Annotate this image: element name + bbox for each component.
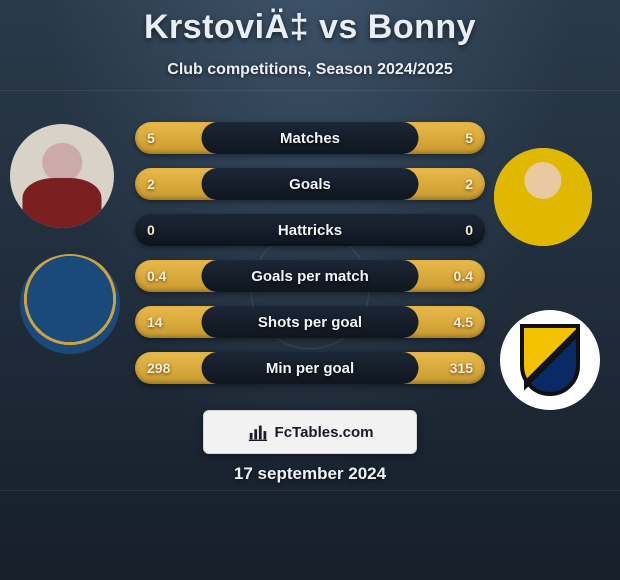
stat-value-right: 0.4 <box>454 260 473 292</box>
player-right-silhouette <box>494 148 592 246</box>
stat-label: Shots per goal <box>135 306 485 338</box>
player-left-silhouette <box>10 124 114 228</box>
stat-value-right: 4.5 <box>454 306 473 338</box>
infographic-date: 17 september 2024 <box>0 464 620 484</box>
player-left-photo <box>10 124 114 228</box>
stat-value-right: 2 <box>465 168 473 200</box>
stat-label: Hattricks <box>135 214 485 246</box>
chart-bar-icon <box>247 421 269 443</box>
stat-row: 2Goals2 <box>135 168 485 200</box>
stat-row: 0.4Goals per match0.4 <box>135 260 485 292</box>
parma-shield-icon <box>520 324 580 396</box>
stat-value-right: 5 <box>465 122 473 154</box>
content-root: KrstoviÄ‡ vs Bonny Club competitions, Se… <box>0 0 620 580</box>
stat-label: Min per goal <box>135 352 485 384</box>
stat-bars-container: 5Matches5 2Goals2 0Hattricks0 0.4Goals per … <box>135 122 485 398</box>
stat-label: Goals <box>135 168 485 200</box>
page-subtitle: Club competitions, Season 2024/2025 <box>0 61 620 79</box>
stat-row: 14Shots per goal4.5 <box>135 306 485 338</box>
page-title: KrstoviÄ‡ vs Bonny <box>0 0 620 47</box>
stat-value-right: 315 <box>450 352 473 384</box>
stat-row: 0Hattricks0 <box>135 214 485 246</box>
stat-value-right: 0 <box>465 214 473 246</box>
stat-label: Matches <box>135 122 485 154</box>
stat-row: 5Matches5 <box>135 122 485 154</box>
club-crest-left <box>20 254 120 354</box>
branding-badge: FcTables.com <box>203 410 417 454</box>
player-right-photo <box>494 148 592 246</box>
club-crest-right <box>500 310 600 410</box>
stat-row: 298Min per goal315 <box>135 352 485 384</box>
branding-site-label: FcTables.com <box>275 424 374 441</box>
stat-label: Goals per match <box>135 260 485 292</box>
